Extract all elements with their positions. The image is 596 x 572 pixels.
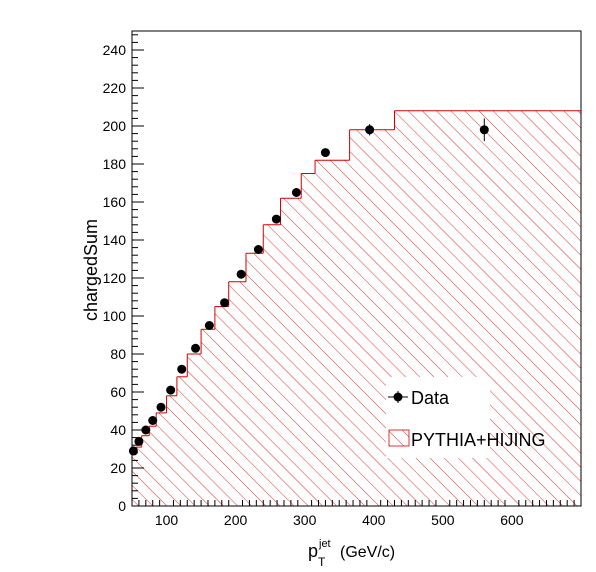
data-point	[365, 125, 375, 135]
legend-data-marker	[393, 392, 403, 402]
x-axis-title: p jet T (GeV/c)	[308, 538, 395, 569]
data-point	[204, 321, 214, 330]
x-axis-title-superscript: jet	[318, 538, 331, 550]
y-tick-label: 0	[118, 498, 126, 514]
y-tick-label: 200	[103, 118, 127, 134]
x-tick-label: 200	[224, 512, 248, 528]
y-tick-label: 120	[103, 270, 127, 286]
x-tick-label: 400	[362, 512, 386, 528]
data-point	[271, 214, 281, 224]
y-tick-label: 20	[110, 460, 126, 476]
data-point	[479, 125, 489, 135]
data-point	[191, 343, 201, 353]
legend-histogram-swatch	[388, 429, 410, 447]
y-tick-label: 220	[103, 80, 127, 96]
legend: Data PYTHIA+HIJING	[386, 377, 546, 458]
data-point	[156, 402, 166, 412]
data-point	[291, 188, 301, 197]
data-point	[253, 245, 263, 254]
data-point	[128, 446, 138, 456]
data-point	[166, 385, 176, 395]
x-tick-label: 500	[431, 512, 455, 528]
legend-histogram-label: PYTHIA+HIJING	[411, 430, 546, 450]
y-tick-label: 180	[103, 156, 127, 172]
y-axis-title: chargedSum	[81, 219, 101, 321]
plot-frame	[131, 30, 582, 507]
legend-data-label: Data	[411, 388, 450, 408]
y-tick-label: 100	[103, 308, 127, 324]
x-tick-label: 300	[293, 512, 317, 528]
data-point	[177, 364, 187, 374]
data-point	[320, 148, 330, 158]
y-axis: 0 20 40 60 80 100 120 140 160 180 200 220 240	[103, 34, 144, 514]
x-axis-title-subscript: T	[318, 555, 326, 569]
x-axis-title-unit: (GeV/c)	[340, 544, 395, 561]
data-point	[134, 436, 144, 446]
data-point	[220, 298, 230, 308]
data-point	[148, 416, 158, 425]
y-tick-label: 40	[110, 422, 126, 438]
y-tick-label: 60	[110, 384, 126, 400]
data-points	[128, 118, 489, 456]
data-point	[141, 425, 151, 435]
y-tick-label: 160	[103, 194, 127, 210]
y-tick-label: 240	[103, 42, 127, 58]
x-axis-title-base: p	[308, 541, 318, 561]
data-point	[236, 269, 246, 279]
y-tick-label: 80	[110, 346, 126, 362]
x-tick-label: 600	[500, 512, 524, 528]
y-tick-label: 140	[103, 232, 127, 248]
x-tick-label: 100	[155, 512, 179, 528]
x-axis: 100 200 300 400 500 600	[131, 500, 575, 528]
